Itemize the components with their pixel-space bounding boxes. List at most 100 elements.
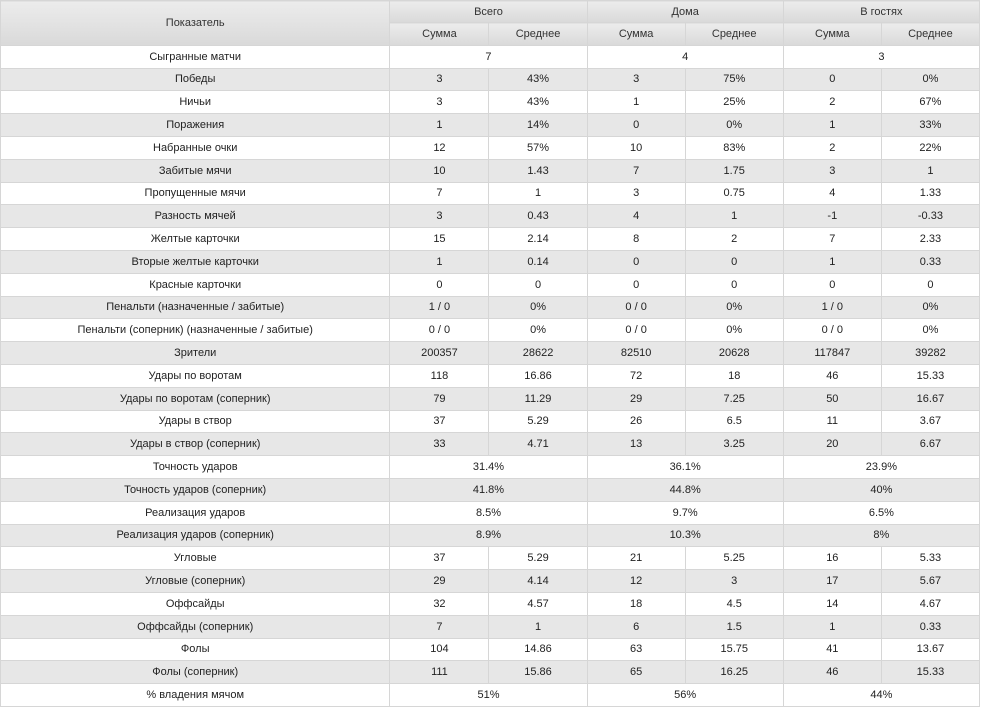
cell-total-sum: 37: [389, 546, 490, 571]
header-away-avg: Среднее: [880, 22, 981, 46]
table-row: Фолы 104 14.86 63 15.75 41 13.67: [0, 637, 981, 662]
cell-total-avg: 2.14: [488, 227, 588, 251]
table-row: Удары по воротам 118 16.86 72 18 46 15.33: [0, 363, 981, 388]
cell-home-sum: 12: [586, 569, 686, 593]
row-label: Реализация ударов: [0, 500, 391, 525]
cell-total-sum: 12: [389, 135, 490, 160]
cell-home-avg: 0%: [684, 295, 784, 320]
cell-away-sum: 1: [782, 113, 882, 137]
cell-total-avg: 1.43: [488, 158, 588, 183]
row-label: Набранные очки: [0, 135, 391, 160]
cell-total-avg: 14%: [488, 113, 588, 137]
cell-away-sum: 1: [782, 249, 882, 274]
cell-total-sum: 79: [389, 386, 490, 411]
cell-home-sum: 26: [586, 409, 686, 434]
cell-away-avg: 5.33: [880, 546, 981, 571]
row-label: Ничьи: [0, 90, 391, 115]
cell-away-sum: 46: [782, 363, 882, 388]
row-label: Вторые желтые карточки: [0, 249, 391, 274]
cell-away-sum: 2: [782, 90, 882, 115]
cell-away-value: 40%: [782, 477, 981, 502]
cell-total-sum: 3: [389, 90, 490, 115]
row-label: Разность мячей: [0, 204, 391, 229]
cell-total-sum: 7: [389, 181, 490, 206]
cell-away-avg: 15.33: [880, 660, 981, 685]
cell-total-avg: 4.71: [488, 432, 588, 457]
cell-home-sum: 0: [586, 249, 686, 274]
cell-total-avg: 11.29: [488, 386, 588, 411]
cell-total-sum: 0: [389, 272, 490, 297]
header-total-sum: Сумма: [389, 22, 490, 46]
cell-home-avg: 3.25: [684, 432, 784, 457]
cell-away-sum: 0: [782, 67, 882, 92]
cell-away-avg: 0%: [880, 295, 981, 320]
cell-home-avg: 18: [684, 363, 784, 388]
cell-away-avg: 0%: [880, 67, 981, 92]
cell-home-sum: 82510: [586, 341, 686, 365]
row-label: Угловые: [0, 546, 391, 571]
cell-total-value: 8.9%: [389, 523, 588, 548]
cell-total-sum: 3: [389, 204, 490, 229]
cell-away-sum: 1 / 0: [782, 295, 882, 320]
cell-total-avg: 28622: [488, 341, 588, 365]
cell-total-avg: 5.29: [488, 409, 588, 434]
cell-total-avg: 1: [488, 614, 588, 639]
row-label: Забитые мячи: [0, 158, 391, 183]
cell-home-avg: 7.25: [684, 386, 784, 411]
cell-total-sum: 37: [389, 409, 490, 434]
cell-home-sum: 8: [586, 227, 686, 251]
cell-home-avg: 4.5: [684, 591, 784, 616]
row-label: Поражения: [0, 113, 391, 137]
cell-total-avg: 1: [488, 181, 588, 206]
row-label: Точность ударов (соперник): [0, 477, 391, 502]
cell-away-avg: 0.33: [880, 614, 981, 639]
table-row: Угловые 37 5.29 21 5.25 16 5.33: [0, 546, 981, 571]
row-label: Победы: [0, 67, 391, 92]
table-row: % владения мячом 51% 56% 44%: [0, 683, 981, 707]
cell-total-sum: 200357: [389, 341, 490, 365]
cell-total-value: 8.5%: [389, 500, 588, 525]
cell-away-avg: 4.67: [880, 591, 981, 616]
cell-home-sum: 65: [586, 660, 686, 685]
cell-away-sum: 4: [782, 181, 882, 206]
header-total-avg: Среднее: [488, 22, 588, 46]
cell-home-avg: 83%: [684, 135, 784, 160]
row-label: Фолы: [0, 637, 391, 662]
table-row: Зрители 200357 28622 82510 20628 117847 39282: [0, 341, 981, 365]
table-row: Желтые карточки 15 2.14 8 2 7 2.33: [0, 227, 981, 251]
cell-total-sum: 0 / 0: [389, 318, 490, 343]
row-label: Красные карточки: [0, 272, 391, 297]
cell-away-sum: 11: [782, 409, 882, 434]
table-row: Реализация ударов 8.5% 9.7% 6.5%: [0, 500, 981, 525]
header-home-avg: Среднее: [684, 22, 784, 46]
cell-total-avg: 57%: [488, 135, 588, 160]
cell-total-sum: 3: [389, 67, 490, 92]
row-label: Пенальти (назначенные / забитые): [0, 295, 391, 320]
cell-home-sum: 0 / 0: [586, 295, 686, 320]
cell-total-avg: 14.86: [488, 637, 588, 662]
row-label: Оффсайды: [0, 591, 391, 616]
row-label: % владения мячом: [0, 683, 391, 707]
cell-home-value: 56%: [586, 683, 784, 707]
table-row: Победы 3 43% 3 75% 0 0%: [0, 67, 981, 92]
cell-away-value: 44%: [782, 683, 981, 707]
cell-away-sum: 46: [782, 660, 882, 685]
cell-away-sum: 16: [782, 546, 882, 571]
table-row: Оффсайды 32 4.57 18 4.5 14 4.67: [0, 591, 981, 616]
cell-home-sum: 63: [586, 637, 686, 662]
cell-home-value: 44.8%: [586, 477, 784, 502]
row-label: Удары по воротам (соперник): [0, 386, 391, 411]
cell-away-value: 8%: [782, 523, 981, 548]
cell-home-avg: 0%: [684, 113, 784, 137]
cell-total-avg: 5.29: [488, 546, 588, 571]
cell-away-avg: 6.67: [880, 432, 981, 457]
table-body: Сыгранные матчи 7 4 3 Победы 3 43% 3 75% 0 0% Ничьи…: [0, 44, 981, 707]
cell-away-sum: 14: [782, 591, 882, 616]
cell-home-avg: 5.25: [684, 546, 784, 571]
table-row: Удары в створ (соперник) 33 4.71 13 3.25 20 6.…: [0, 432, 981, 457]
table-row: Точность ударов (соперник) 41.8% 44.8% 40%: [0, 477, 981, 502]
cell-home-avg: 20628: [684, 341, 784, 365]
cell-total-value: 41.8%: [389, 477, 588, 502]
cell-away-value: 6.5%: [782, 500, 981, 525]
